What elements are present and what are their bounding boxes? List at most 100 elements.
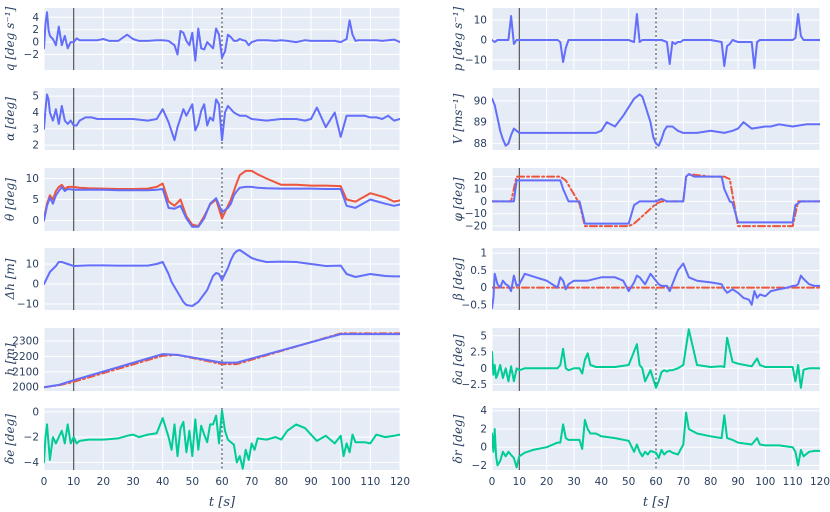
y-tick-label: 0	[32, 37, 39, 49]
x-tick-label: 120	[390, 476, 410, 488]
y-tick-label: −2	[472, 460, 487, 472]
x-tick-label: 70	[677, 476, 690, 488]
x-tick-label: 20	[540, 476, 553, 488]
x-tick-label: 40	[595, 476, 608, 488]
x-tick-label: 30	[126, 476, 139, 488]
y-tick-label: −4	[24, 457, 40, 469]
series-theta	[44, 185, 400, 228]
y-tick-label: 3	[32, 123, 39, 135]
y-axis-label-dh: Δh [m]	[3, 258, 17, 300]
panel-da: −2.5 0 2.5 5 δa [deg]	[451, 328, 821, 391]
x-tick-label: 10	[67, 476, 80, 488]
y-axis-label-dr: δr [deg]	[451, 414, 465, 463]
y-tick-label: 2	[32, 24, 39, 36]
x-tick-label: 90	[304, 476, 317, 488]
y-tick-label: 89	[474, 117, 487, 129]
series-q	[44, 11, 400, 62]
y-tick-label: 10	[26, 173, 39, 185]
y-axis-label-da: δa [deg]	[451, 334, 465, 384]
y-tick-label: −2	[24, 432, 39, 444]
y-axis-label-de: δe [deg]	[3, 414, 17, 464]
x-tick-label: 30	[567, 476, 580, 488]
x-tick-label: 50	[186, 476, 199, 488]
series-V	[492, 93, 820, 147]
y-tick-label: 88	[474, 138, 487, 150]
y-tick-label: −10	[17, 299, 39, 311]
y-tick-label: 2	[32, 140, 39, 152]
y-tick-label: 10	[474, 184, 487, 196]
y-tick-label: 2	[480, 423, 487, 435]
x-tick-label: 10	[513, 476, 526, 488]
y-tick-label: 0	[32, 279, 39, 291]
y-tick-label: 5	[32, 91, 39, 103]
y-axis-label-p: p [deg s⁻¹]	[451, 6, 465, 71]
y-tick-label: 0	[32, 406, 39, 418]
x-tick-label: 60	[215, 476, 228, 488]
y-tick-label: 2000	[12, 382, 39, 394]
panel-de: −4 −2 0 δe [deg] 0 10 20 30 40 50 60 70 80 90 100 110 12…	[3, 406, 410, 510]
y-tick-label: 5	[32, 194, 39, 206]
panel-theta: 0 5 10 θ [deg]	[3, 168, 401, 231]
x-tick-label: 0	[41, 476, 48, 488]
y-tick-label: 0	[480, 363, 487, 375]
y-tick-label: −20	[465, 221, 487, 233]
y-tick-label: 5	[480, 330, 487, 342]
y-axis-label-V: V [ms⁻¹]	[451, 93, 465, 144]
x-tick-label: 120	[810, 476, 830, 488]
y-tick-label: 4	[32, 12, 39, 24]
y-tick-label: 2200	[12, 351, 39, 363]
y-tick-label: −0.5	[462, 299, 488, 311]
y-tick-label: 2300	[12, 336, 39, 348]
x-tick-label: 50	[622, 476, 635, 488]
series-alpha	[44, 93, 400, 142]
y-tick-label: 10	[26, 259, 39, 271]
y-tick-label: 2100	[12, 366, 39, 378]
y-axis-label-phi: φ [deg]	[451, 177, 465, 221]
panel-dh: −10 0 10 Δh [m]	[3, 248, 401, 311]
y-tick-label: 0.5	[470, 265, 487, 277]
y-axis-label-alpha: α [deg]	[3, 97, 17, 141]
x-tick-label: 100	[331, 476, 351, 488]
x-axis-label: t [s]	[209, 495, 236, 510]
y-axis-label-beta: β [deg]	[451, 257, 465, 301]
y-tick-label: 10	[474, 15, 487, 27]
y-tick-label: 0	[480, 196, 487, 208]
x-tick-label: 70	[245, 476, 258, 488]
series-p	[492, 13, 820, 69]
y-tick-label: 2.5	[470, 347, 487, 359]
y-tick-label: 90	[474, 95, 487, 107]
y-tick-label: 4	[480, 405, 487, 417]
panel-V: 88 89 90 V [ms⁻¹]	[451, 88, 821, 150]
y-axis-label-h: h [m]	[3, 343, 17, 376]
y-tick-label: −10	[465, 208, 487, 220]
panel-alpha: 2 3 4 5 α [deg]	[3, 88, 401, 152]
series-dh	[44, 249, 400, 307]
y-axis-label-theta: θ [deg]	[3, 178, 17, 221]
y-tick-label: 0	[32, 215, 39, 227]
y-axis-label-q: q [deg s⁻¹]	[3, 6, 17, 71]
x-tick-label: 110	[360, 476, 380, 488]
y-tick-label: −10	[465, 55, 487, 67]
x-tick-label: 40	[156, 476, 169, 488]
y-tick-label: 20	[474, 171, 487, 183]
y-tick-label: 0	[480, 442, 487, 454]
x-tick-label: 20	[97, 476, 110, 488]
x-tick-label: 80	[704, 476, 717, 488]
x-tick-label: 110	[783, 476, 803, 488]
y-tick-label: −2	[24, 49, 39, 61]
series-dr	[492, 411, 820, 469]
y-tick-label: −2.5	[462, 379, 488, 391]
x-tick-label: 60	[649, 476, 662, 488]
series-de	[44, 409, 400, 470]
series-h	[44, 333, 400, 389]
x-tick-label: 90	[731, 476, 744, 488]
series-da	[492, 328, 820, 389]
y-tick-label: 1	[480, 248, 487, 260]
y-tick-label: 4	[32, 107, 39, 119]
panel-beta: −0.5 0 0.5 1 β [deg]	[451, 248, 821, 311]
series-phi	[492, 173, 820, 225]
